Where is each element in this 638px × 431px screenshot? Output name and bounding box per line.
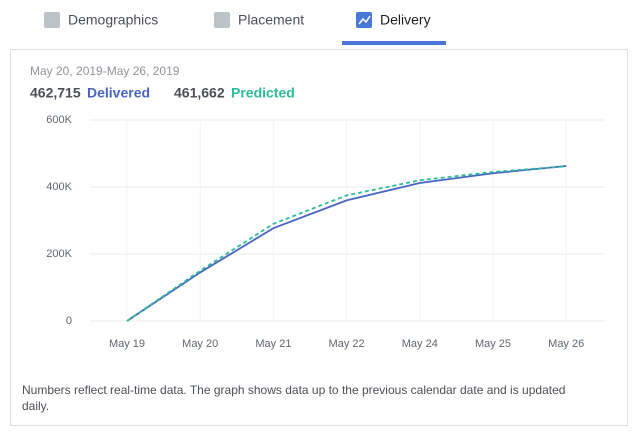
y-tick-label: 400K (46, 181, 72, 193)
predicted-value: 461,662 (174, 85, 225, 101)
footnote-line: daily. (22, 399, 49, 413)
y-tick-label: 200K (46, 248, 72, 260)
predicted-label: Predicted (231, 85, 295, 101)
tab-icon (44, 12, 60, 28)
tab[interactable]: Delivery (380, 12, 431, 28)
x-tick-label: May 26 (548, 338, 584, 350)
x-tick-label: May 22 (329, 338, 365, 350)
tab-icon (214, 12, 230, 28)
active-tab-indicator (342, 41, 446, 45)
x-tick-label: May 24 (402, 338, 438, 350)
x-tick-label: May 20 (182, 338, 218, 350)
y-tick-label: 600K (46, 114, 72, 126)
plot: 0 200K 400K 600K May 19 May 20 May 21 May 22 May… (46, 114, 605, 350)
tab[interactable]: Placement (238, 12, 304, 28)
footnote-line: Numbers reflect real-time data. The grap… (22, 383, 565, 397)
delivered-label: Delivered (87, 85, 150, 101)
x-tick-label: May 19 (109, 338, 145, 350)
tab[interactable]: Demographics (68, 12, 158, 28)
tab-icon-glyph (358, 15, 371, 25)
date-range: May 20, 2019-May 26, 2019 (30, 64, 180, 78)
tab-bar (0, 0, 638, 44)
y-tick-label: 0 (66, 315, 72, 327)
series-line (126, 165, 567, 322)
x-tick-label: May 21 (255, 338, 291, 350)
x-tick-label: May 25 (475, 338, 511, 350)
series-line (126, 165, 567, 322)
footnote: Numbers reflect real-time data. The grap… (22, 383, 565, 413)
delivered-value: 462,715 (30, 85, 81, 101)
card (10, 49, 628, 426)
